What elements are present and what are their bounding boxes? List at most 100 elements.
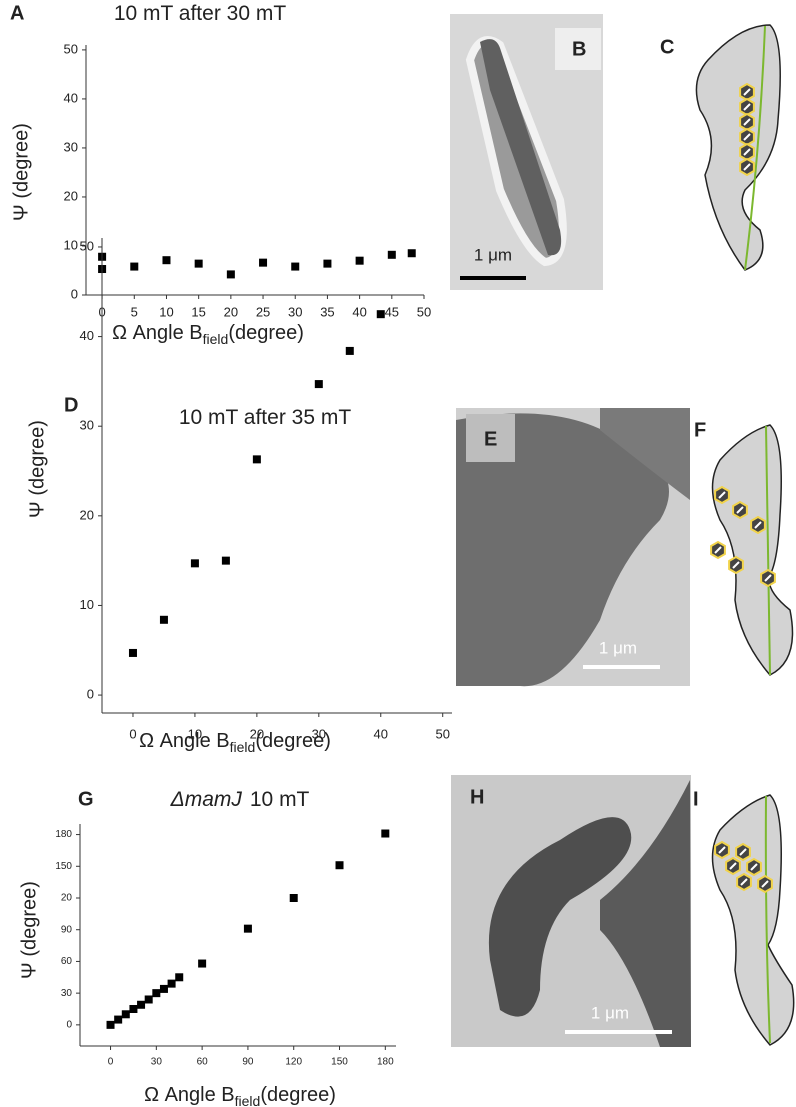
x-tick-label: 40 [374, 726, 388, 741]
x-tick-label: 30 [312, 726, 326, 741]
scale-bar-label: 1 μm [474, 245, 512, 264]
y-axis-label: Ψ (degree) [26, 420, 48, 518]
data-point [162, 256, 171, 265]
magnetic-moment [754, 521, 762, 529]
y-tick-label: 10 [80, 597, 94, 612]
data-point [159, 615, 168, 624]
scale-bar-label: 1 μm [599, 638, 637, 657]
magnetic-moment [761, 880, 769, 888]
x-label-part: field [230, 739, 256, 755]
y-axis-label: Ψ (degree) [18, 881, 40, 979]
data-point [194, 259, 203, 268]
data-point [323, 259, 332, 268]
x-tick-label: 60 [197, 1057, 209, 1068]
data-point [198, 959, 207, 968]
y-tick-label: 50 [80, 238, 94, 253]
x-label-part: Ω Angle B [112, 322, 203, 344]
x-label-part: field [203, 331, 229, 347]
magnetic-moment [732, 561, 740, 569]
x-tick-label: 15 [191, 304, 205, 319]
y-axis-label: Ψ (degree) [10, 123, 32, 221]
data-point [376, 310, 385, 319]
x-label-part: (degree) [228, 322, 304, 344]
panel-label: B [572, 38, 586, 60]
x-tick-label: 90 [242, 1057, 254, 1068]
x-axis-label: Ω Angle Bfield(degree) [144, 1084, 336, 1107]
magnetic-moment [743, 163, 751, 171]
data-point [291, 262, 300, 271]
y-tick-label: 50 [64, 41, 78, 56]
title-part: ΔmamJ [170, 788, 243, 811]
x-tick-label: 5 [131, 304, 138, 319]
data-point [407, 249, 416, 258]
data-point [259, 258, 268, 267]
x-label-part: Ω Angle B [144, 1084, 235, 1106]
x-tick-label: 180 [377, 1057, 394, 1068]
chart-title: 10 mT after 35 mT [179, 406, 352, 429]
magnetic-moment [739, 848, 747, 856]
y-tick-label: 40 [64, 90, 78, 105]
data-point [381, 829, 390, 838]
y-tick-label: 40 [80, 328, 94, 343]
y-tick-label: 10 [64, 237, 78, 252]
magnetic-moment [736, 506, 744, 514]
panel-label: F [694, 419, 706, 441]
magnetic-moment [750, 863, 758, 871]
data-point [190, 559, 199, 568]
x-tick-label: 10 [159, 304, 173, 319]
x-tick-label: 0 [129, 726, 136, 741]
magnetic-moment [743, 103, 751, 111]
data-point [130, 262, 139, 271]
data-point [252, 455, 261, 464]
data-point [335, 861, 344, 870]
chart-title: ΔmamJ 10 mT [170, 788, 310, 811]
data-point [289, 894, 298, 902]
magnetic-moment [764, 574, 772, 582]
data-point [314, 380, 323, 389]
y-tick-label: 180 [55, 829, 72, 840]
y-tick-label: 0 [71, 286, 78, 301]
scale-bar-label: 1 μm [591, 1003, 629, 1022]
title-part: 10 mT after 30 mT [114, 2, 287, 25]
x-tick-label: 25 [256, 304, 270, 319]
magnetic-moment [743, 118, 751, 126]
panel-label: G [78, 788, 94, 810]
y-tick-label: 0 [66, 1019, 72, 1030]
y-tick-label: 20 [64, 188, 78, 203]
micrograph: B 1 μm [450, 14, 603, 290]
data-point [243, 924, 252, 933]
data-point [128, 648, 137, 657]
y-tick-label: 60 [61, 956, 73, 967]
y-tick-label: 20 [80, 507, 94, 522]
y-tick-label: 90 [61, 924, 73, 935]
data-point [355, 256, 364, 265]
data-point [175, 973, 184, 982]
panel-label: A [10, 2, 24, 24]
magnetic-moment [718, 491, 726, 499]
x-tick-label: 40 [352, 304, 366, 319]
title-part: 10 mT [250, 788, 310, 811]
x-axis-label: Ω Angle Bfield(degree) [139, 730, 331, 754]
data-point [167, 979, 176, 988]
cell-diagram: F [694, 419, 794, 676]
panel-label: C [660, 36, 674, 58]
x-label-part: (degree) [260, 1084, 336, 1106]
x-label-part: Ω Angle B [139, 730, 230, 752]
data-point [106, 1020, 115, 1029]
x-tick-label: 20 [250, 726, 264, 741]
magnetic-moment [740, 878, 748, 886]
micrograph: H 1 μm [451, 775, 691, 1047]
y-tick-label: 20 [61, 893, 73, 904]
micrograph: E 1 μm [456, 408, 690, 687]
chart-title: 10 mT after 30 mT [114, 2, 287, 25]
y-tick-label: 150 [55, 861, 72, 872]
data-point [159, 984, 168, 993]
x-tick-label: 150 [331, 1057, 348, 1068]
magnetic-moment [743, 133, 751, 141]
magnetic-moment [729, 862, 737, 870]
x-tick-label: 120 [285, 1057, 302, 1068]
x-label-part: field [235, 1093, 261, 1107]
cell-diagram: C [660, 24, 781, 271]
x-tick-label: 50 [435, 726, 449, 741]
